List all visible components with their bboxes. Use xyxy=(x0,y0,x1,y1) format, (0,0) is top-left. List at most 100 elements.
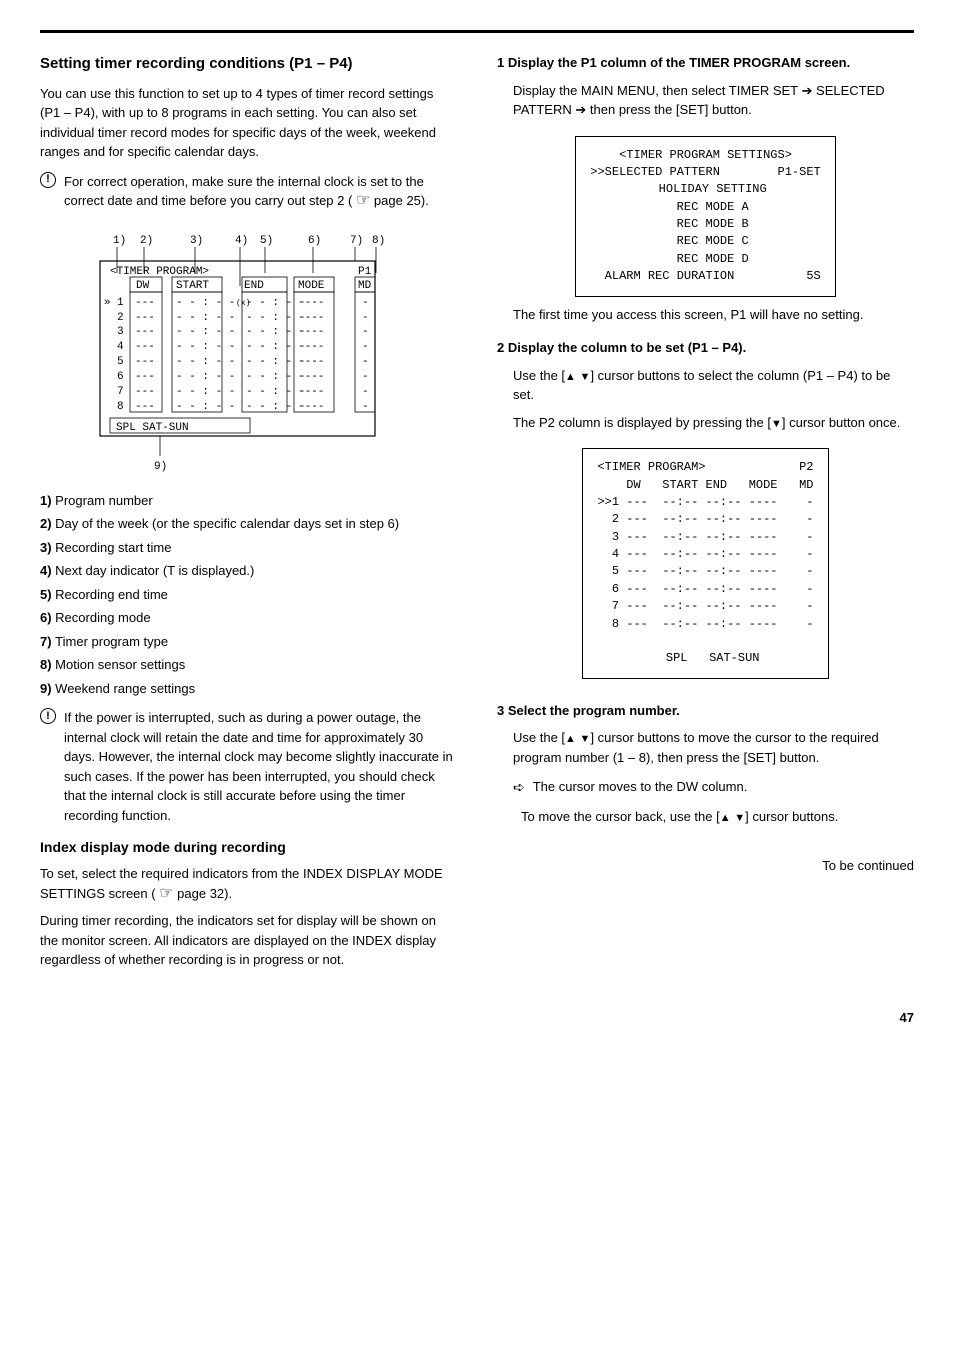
svg-text:----: ---- xyxy=(298,401,324,413)
definition-list: 1) Program number2) Day of the week (or … xyxy=(40,491,457,699)
svg-text:MODE: MODE xyxy=(298,280,325,292)
figure-title: <TIMER PROGRAM> xyxy=(110,266,209,278)
marker-8: 8) xyxy=(372,235,385,247)
definition-value: Recording mode xyxy=(55,610,150,625)
arrow-right-icon: ➔ xyxy=(575,102,586,117)
definition-key: 1) xyxy=(40,493,55,508)
svg-text:- - : - -: - - : - - xyxy=(176,326,235,338)
svg-text:- - : - -: - - : - - xyxy=(176,371,235,383)
step1-sub: Display the MAIN MENU, then select TIMER… xyxy=(497,81,914,120)
svg-text:3: 3 xyxy=(117,326,124,338)
triangle-down-icon: ▼ xyxy=(580,371,591,383)
step1-cont: The first time you access this screen, P… xyxy=(497,305,914,325)
svg-text:- - : - -: - - : - - xyxy=(246,297,305,309)
index-paragraph-1: To set, select the required indicators f… xyxy=(40,864,457,903)
svg-text:-: - xyxy=(362,386,369,398)
arrow-right-icon: ➔ xyxy=(802,83,813,98)
triangle-up-icon: ▲ xyxy=(720,812,731,824)
note-text-2: If the power is interrupted, such as dur… xyxy=(64,708,457,825)
svg-text:---: --- xyxy=(135,386,155,398)
step2-text: Use the [▲ ▼] cursor buttons to select t… xyxy=(497,366,914,405)
definition-value: Recording start time xyxy=(55,540,171,555)
definition-item: 9) Weekend range settings xyxy=(40,679,457,699)
definition-item: 3) Recording start time xyxy=(40,538,457,558)
figure-p: P1 xyxy=(358,266,372,278)
definition-key: 8) xyxy=(40,657,55,672)
svg-text:---: --- xyxy=(135,401,155,413)
svg-text:- - : - -: - - : - - xyxy=(246,326,305,338)
note-block-2: ! If the power is interrupted, such as d… xyxy=(40,708,457,825)
osd-box-1: <TIMER PROGRAM SETTINGS> >>SELECTED PATT… xyxy=(575,136,835,297)
definition-value: Next day indicator (T is displayed.) xyxy=(55,563,254,578)
svg-text:----: ---- xyxy=(298,371,324,383)
triangle-down-icon: ▼ xyxy=(580,733,591,745)
index-display-heading: Index display mode during recording xyxy=(40,837,457,858)
svg-text:---: --- xyxy=(135,356,155,368)
continued-text: To be continued xyxy=(497,856,914,876)
svg-text:- - : - -: - - : - - xyxy=(176,401,235,413)
svg-text:MD: MD xyxy=(358,280,372,292)
svg-text:---: --- xyxy=(135,371,155,383)
svg-text:----: ---- xyxy=(298,386,324,398)
left-column: Setting timer recording conditions (P1 –… xyxy=(40,53,457,978)
definition-item: 2) Day of the week (or the specific cale… xyxy=(40,514,457,534)
triangle-up-icon: ▲ xyxy=(565,371,576,383)
svg-text:END: END xyxy=(244,280,264,292)
definition-value: Weekend range settings xyxy=(55,681,195,696)
svg-text:----: ---- xyxy=(298,356,324,368)
intro-paragraph: You can use this function to set up to 4… xyxy=(40,84,457,162)
svg-text:6: 6 xyxy=(117,371,124,383)
definition-key: 2) xyxy=(40,516,55,531)
figure-rows: 1---- - : - -(x)- - : - ------ 2---- - :… xyxy=(117,297,369,413)
definition-item: 8) Motion sensor settings xyxy=(40,655,457,675)
svg-text:8: 8 xyxy=(117,401,124,413)
triangle-down-icon: ▼ xyxy=(771,418,782,430)
svg-text:-: - xyxy=(362,326,369,338)
svg-text:2: 2 xyxy=(117,312,124,324)
svg-text:7: 7 xyxy=(117,386,124,398)
step2: 2 Display the column to be set (P1 – P4)… xyxy=(497,338,914,358)
marker-5: 5) xyxy=(260,235,273,247)
definition-item: 5) Recording end time xyxy=(40,585,457,605)
svg-text:- - : - -: - - : - - xyxy=(246,371,305,383)
svg-text:- - : - -: - - : - - xyxy=(246,386,305,398)
svg-text:---: --- xyxy=(135,341,155,353)
definition-key: 3) xyxy=(40,540,55,555)
hand-pointer-icon: ☞ xyxy=(159,885,173,902)
step3-note-text: The cursor moves to the DW column. xyxy=(533,777,748,797)
timer-program-figure: 1) 2) 3) 4) 5) 6) 7) 8) xyxy=(80,231,457,481)
definition-value: Motion sensor settings xyxy=(55,657,185,672)
definition-item: 4) Next day indicator (T is displayed.) xyxy=(40,561,457,581)
alert-icon: ! xyxy=(40,708,56,724)
step1: 1 Display the P1 column of the TIMER PRO… xyxy=(497,53,914,73)
svg-text:---: --- xyxy=(135,326,155,338)
definition-key: 9) xyxy=(40,681,55,696)
svg-text:- - : - -: - - : - - xyxy=(176,356,235,368)
right-column: 1 Display the P1 column of the TIMER PRO… xyxy=(497,53,914,978)
marker-1: 1) xyxy=(113,235,126,247)
marker-4: 4) xyxy=(235,235,248,247)
definition-key: 5) xyxy=(40,587,55,602)
osd-box-2: <TIMER PROGRAM> P2 DW START END MODE MD … xyxy=(582,448,828,679)
definition-value: Recording end time xyxy=(55,587,168,602)
svg-text:9): 9) xyxy=(154,461,167,473)
svg-text:- - : - -: - - : - - xyxy=(246,312,305,324)
page-number: 47 xyxy=(40,1008,914,1028)
svg-text:DW: DW xyxy=(136,280,150,292)
arrow-outline-right-icon: ➪ xyxy=(513,780,525,794)
hand-pointer-icon: ☞ xyxy=(356,192,370,209)
svg-text:SPL SAT-SUN: SPL SAT-SUN xyxy=(116,422,189,434)
svg-text:-: - xyxy=(362,297,369,309)
svg-text:- - : - -: - - : - - xyxy=(176,297,235,309)
definition-item: 7) Timer program type xyxy=(40,632,457,652)
svg-text:- - : - -: - - : - - xyxy=(246,341,305,353)
svg-text:- - : - -: - - : - - xyxy=(176,312,235,324)
svg-text:START: START xyxy=(176,280,209,292)
definition-key: 4) xyxy=(40,563,55,578)
marker-3: 3) xyxy=(190,235,203,247)
definition-value: Day of the week (or the specific calenda… xyxy=(55,516,399,531)
alert-icon: ! xyxy=(40,172,56,188)
definition-key: 7) xyxy=(40,634,55,649)
step3-text: Use the [▲ ▼] cursor buttons to move the… xyxy=(497,728,914,767)
svg-text:5: 5 xyxy=(117,356,124,368)
